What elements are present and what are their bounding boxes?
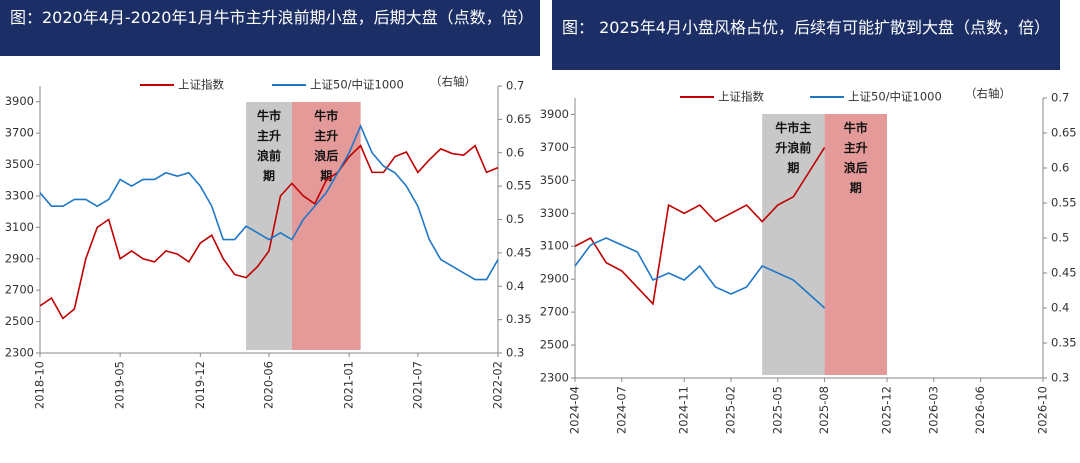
band-label-line: 期 — [787, 160, 799, 175]
band-label-line: 主升 — [314, 128, 338, 143]
band-label: 牛市主升浪前期 — [257, 108, 281, 183]
y-tick-label: 3900 — [5, 94, 34, 108]
y2-tick-label: 0.5 — [1051, 231, 1069, 245]
phase-band — [762, 114, 825, 375]
y2-tick-label: 0.5 — [506, 212, 524, 226]
band-label-line: 牛市 — [257, 108, 281, 123]
y-tick-label: 2700 — [5, 283, 34, 297]
y2-tick-label: 0.7 — [506, 79, 524, 93]
x-tick-label: 2024-07 — [614, 386, 628, 434]
x-tick-label: 2026-10 — [1036, 386, 1050, 434]
y-tick-label: 2500 — [540, 338, 569, 352]
chart-title: 图：2020年4月-2020年1月牛市主升浪前期小盘，后期大盘（点数，倍） — [0, 0, 540, 56]
series-line — [39, 144, 499, 320]
y2-tick-label: 0.4 — [1051, 301, 1069, 315]
x-tick-label: 2021-07 — [410, 361, 424, 409]
band-label: 牛市主升浪后期 — [314, 108, 338, 183]
phase-band — [824, 114, 887, 375]
series-line — [574, 237, 826, 309]
y2-tick-label: 0.35 — [1051, 336, 1077, 350]
phase-band — [246, 102, 292, 350]
y-tick-label: 2500 — [5, 314, 34, 328]
y2-tick-label: 0.65 — [506, 112, 532, 126]
y2-tick-label: 0.65 — [1051, 126, 1077, 140]
y2-tick-label: 0.55 — [1051, 196, 1077, 210]
band-label-line: 升浪前 — [775, 140, 811, 155]
y-tick-label: 3900 — [540, 107, 569, 121]
y-tick-label: 3100 — [540, 239, 569, 253]
x-tick-label: 2025-02 — [724, 386, 738, 434]
band-label-line: 浪后 — [844, 160, 868, 175]
phase-band — [291, 102, 361, 350]
band-label: 牛市主升浪前期 — [775, 120, 811, 175]
y-tick-label: 2300 — [5, 346, 34, 360]
y2-tick-label: 0.45 — [506, 245, 532, 259]
y2-tick-label: 0.6 — [506, 145, 524, 159]
x-tick-label: 2025-12 — [880, 386, 894, 434]
y-tick-label: 2300 — [540, 371, 569, 385]
x-tick-label: 2020-06 — [262, 361, 276, 409]
x-tick-label: 2026-03 — [926, 386, 940, 434]
y-tick-label: 2900 — [540, 272, 569, 286]
band-label-line: 期 — [850, 180, 862, 195]
x-tick-label: 2024-04 — [568, 386, 582, 434]
band-label-line: 牛市主 — [775, 120, 811, 135]
y2-tick-label: 0.3 — [1051, 371, 1069, 385]
y-tick-label: 3300 — [5, 188, 34, 202]
y-tick-label: 3100 — [5, 220, 34, 234]
y2-tick-label: 0.6 — [1051, 161, 1069, 175]
legend-label: 上证50/中证1000 — [848, 90, 942, 104]
y-tick-label: 3700 — [5, 126, 34, 140]
y-tick-label: 3700 — [540, 140, 569, 154]
x-tick-label: 2018-10 — [33, 361, 47, 409]
band-label-line: 牛市 — [844, 120, 868, 135]
band-label-line: 主升 — [257, 128, 281, 143]
band-label-line: 主升 — [844, 140, 868, 155]
chart-title: 图： 2025年4月小盘风格占优，后续有可能扩散到大盘（点数，倍） — [552, 0, 1060, 70]
band-label-line: 浪前 — [257, 148, 281, 163]
y-tick-label: 3500 — [540, 173, 569, 187]
y-tick-label: 3300 — [540, 206, 569, 220]
x-tick-label: 2025-05 — [770, 386, 784, 434]
y2-tick-label: 0.35 — [506, 312, 532, 326]
x-tick-label: 2024-11 — [677, 386, 691, 434]
band-label-line: 牛市 — [314, 108, 338, 123]
axis-annotation: （右轴） — [430, 75, 476, 89]
legend-label: 上证50/中证1000 — [310, 78, 404, 92]
y2-tick-label: 0.7 — [1051, 91, 1069, 105]
y-tick-label: 2900 — [5, 251, 34, 265]
y2-tick-label: 0.4 — [506, 279, 524, 293]
x-tick-label: 2026-06 — [973, 386, 987, 434]
y2-tick-label: 0.55 — [506, 179, 532, 193]
y-tick-label: 2700 — [540, 305, 569, 319]
band-label-line: 期 — [263, 168, 275, 183]
series-line — [39, 124, 499, 281]
band-label-line: 浪后 — [314, 148, 338, 163]
legend-label: 上证指数 — [178, 78, 224, 92]
x-tick-label: 2025-08 — [817, 386, 831, 434]
axis-annotation: （右轴） — [965, 87, 1011, 101]
x-tick-label: 2019-05 — [113, 361, 127, 409]
y2-tick-label: 0.3 — [506, 346, 524, 360]
x-tick-label: 2021-01 — [342, 361, 356, 409]
x-tick-label: 2019-12 — [193, 361, 207, 409]
y-tick-label: 3500 — [5, 157, 34, 171]
band-label: 牛市主升浪后期 — [844, 120, 868, 195]
series-line — [574, 146, 826, 306]
x-tick-label: 2022-02 — [491, 361, 505, 409]
legend-label: 上证指数 — [718, 90, 764, 104]
y2-tick-label: 0.45 — [1051, 266, 1077, 280]
